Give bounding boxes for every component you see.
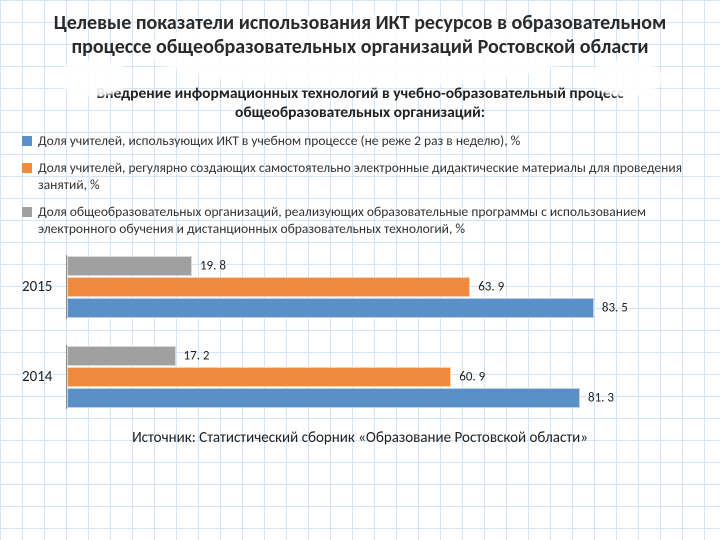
chart: 2015 19. 8 63. 9 83. 5 2014 17. 2 (0, 251, 720, 409)
year-group-2015: 2015 19. 8 63. 9 83. 5 (22, 255, 698, 319)
main-title: Целевые показатели использования ИКТ рес… (50, 12, 670, 59)
bars-column: 19. 8 63. 9 83. 5 (66, 255, 698, 319)
bar (67, 277, 470, 297)
title-block: Целевые показатели использования ИКТ рес… (0, 0, 720, 83)
bar-row: 17. 2 (67, 346, 698, 366)
legend-text: Доля общеобразовательных организаций, ре… (38, 204, 698, 238)
bar-row: 83. 5 (67, 298, 698, 318)
bar-row: 81. 3 (67, 388, 698, 408)
source-text: Источник: Статистический сборник «Образо… (0, 429, 720, 447)
bar-value-label: 63. 9 (478, 280, 504, 295)
legend-text: Доля учителей, регулярно создающих самос… (38, 160, 698, 194)
legend-item: Доля общеобразовательных организаций, ре… (22, 204, 698, 238)
bar-value-label: 83. 5 (602, 301, 628, 316)
bar-value-label: 60. 9 (459, 370, 485, 385)
bar-row: 63. 9 (67, 277, 698, 297)
legend-swatch (22, 207, 32, 217)
year-label: 2014 (22, 368, 66, 386)
legend: Доля учителей, использующих ИКТ в учебно… (0, 133, 720, 251)
legend-item: Доля учителей, регулярно создающих самос… (22, 160, 698, 194)
bar-value-label: 81. 3 (588, 391, 614, 406)
legend-text: Доля учителей, использующих ИКТ в учебно… (38, 133, 520, 150)
bar-row: 19. 8 (67, 256, 698, 276)
bar (67, 388, 580, 408)
year-label: 2015 (22, 278, 66, 296)
bars-column: 17. 2 60. 9 81. 3 (66, 345, 698, 409)
bar-row: 60. 9 (67, 367, 698, 387)
bar (67, 256, 192, 276)
legend-item: Доля учителей, использующих ИКТ в учебно… (22, 133, 698, 150)
legend-swatch (22, 163, 32, 173)
bar (67, 298, 594, 318)
bar-value-label: 19. 8 (200, 259, 226, 274)
legend-swatch (22, 136, 32, 146)
year-group-2014: 2014 17. 2 60. 9 81. 3 (22, 345, 698, 409)
bar (67, 367, 451, 387)
bar-value-label: 17. 2 (184, 349, 210, 364)
bar (67, 346, 176, 366)
